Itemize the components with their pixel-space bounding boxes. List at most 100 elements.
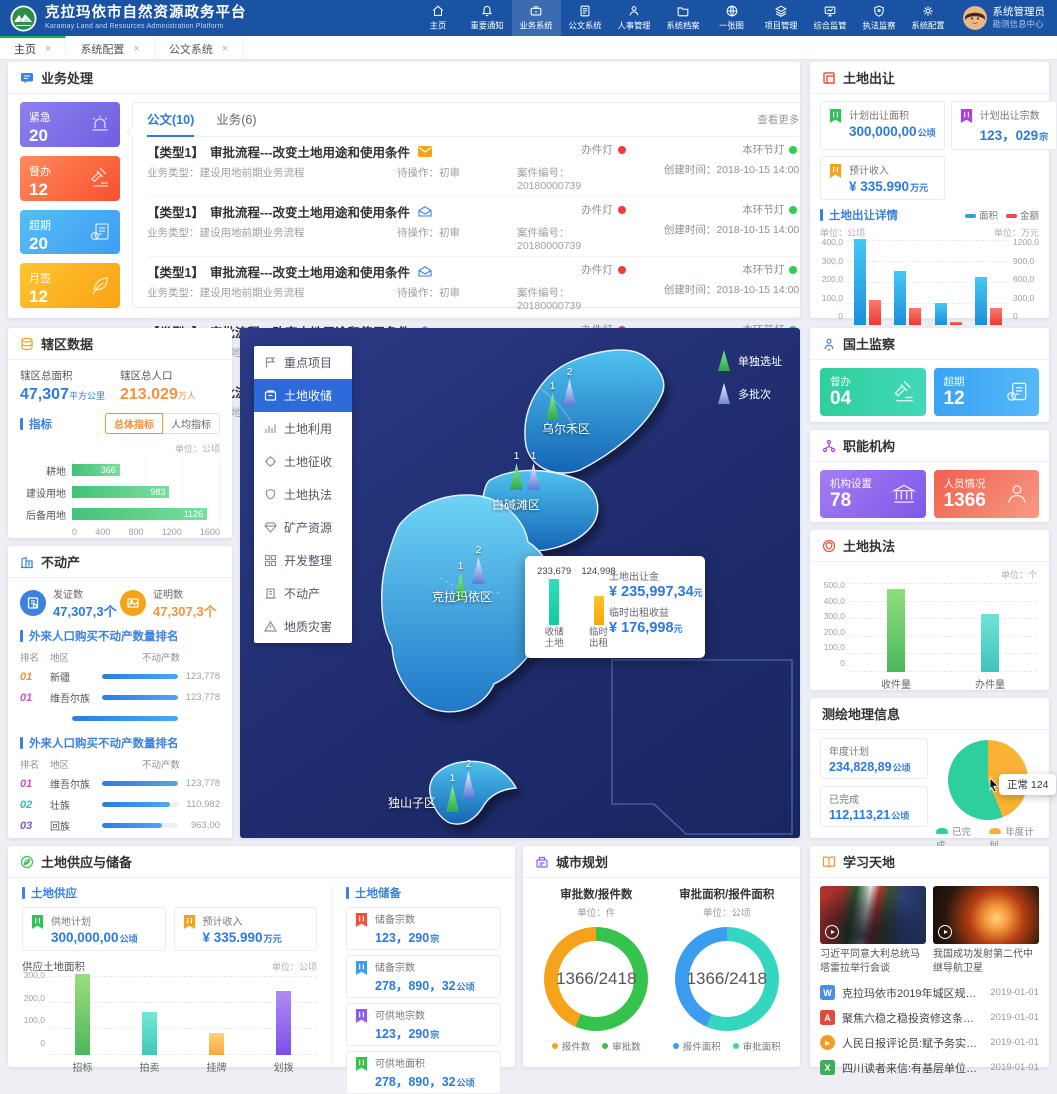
supply-title: 土地供应 (22, 885, 317, 901)
menu-land-storage[interactable]: 土地收储 (254, 379, 352, 412)
nav-supervision[interactable]: 综合监管 (806, 0, 855, 36)
tab-yewu[interactable]: 业务(6) (216, 103, 256, 137)
business-item[interactable]: 【类型1】 审批流程---改变土地用途和使用条件 业务类型：建设用地前期业务流程… (147, 197, 799, 257)
layers-icon (774, 4, 788, 18)
tab-home[interactable]: 主页 × (0, 36, 66, 59)
label-wuerhe[interactable]: 乌尔禾区 (542, 420, 590, 437)
file-type-icon: ▶ (820, 1035, 835, 1050)
menu-geological-hazard[interactable]: 地质灾害 (254, 610, 352, 643)
business-item[interactable]: 【类型1】 审批流程---改变土地用途和使用条件 业务类型：建设用地前期业务流程… (147, 137, 799, 197)
close-icon[interactable]: × (133, 43, 139, 55)
label-dushanzi[interactable]: 独山子区 (388, 794, 436, 811)
tile-org-setup[interactable]: 机构设置 78 (820, 470, 926, 518)
legend-shenpi-swatch (602, 1043, 608, 1049)
article-row[interactable]: ▶ 人民日报评论员:赋予务实合作新的... 2019-01-01 (820, 1030, 1039, 1055)
tile-chaoqi[interactable]: 超期 12 (934, 368, 1040, 416)
marker-wuerhe-single[interactable]: 1 (546, 380, 559, 420)
article-row[interactable]: A 聚焦六稳之稳投资修这条路钱花得值 2019-01-01 (820, 1005, 1039, 1030)
rental-income-label: 临时出租收益 (609, 604, 703, 619)
item-created: 创建时间：2018-10-15 14:00 (581, 222, 799, 237)
tile-urgent[interactable]: 紧急 20 (20, 102, 120, 147)
marker-baijiantan-multi[interactable]: 1 (527, 450, 540, 490)
article-date: 2019-01-01 (990, 1012, 1039, 1023)
ranking-row: 02 壮族 110,982 (20, 794, 220, 815)
video-item-meeting[interactable]: 习近平同意大利总统马塔雷拉举行会谈 (820, 886, 926, 975)
ribbon-icon (355, 960, 368, 976)
item-type: 【类型1】 (147, 142, 204, 161)
app-title: 克拉玛依市自然资源政务平台 (45, 6, 247, 22)
donut-approvals: 审批数/报件数 单位：件 1366/2418 报件数 审批数 (531, 884, 662, 1053)
flag-icon (264, 356, 277, 369)
menu-land-acquisition[interactable]: 土地征收 (254, 445, 352, 478)
panel-title: 城市规划 (556, 852, 608, 871)
menu-land-use[interactable]: 土地利用 (254, 412, 352, 445)
toggle-per-capita[interactable]: 人均指标 (163, 413, 220, 434)
folder-icon (676, 4, 690, 18)
marker-kelamayi-multi[interactable]: 2 (472, 544, 485, 584)
bar-jianshe: 983 (72, 486, 169, 498)
business-item[interactable]: 【类型1】 审批流程---改变土地用途和使用条件 业务类型：建设用地前期业务流程… (147, 257, 799, 317)
nav-projects[interactable]: 项目管理 (757, 0, 806, 36)
ranking-row: 01 维吾尔族 123,778 (20, 687, 220, 708)
nav-archives[interactable]: 系统档案 (659, 0, 708, 36)
close-icon[interactable]: × (45, 43, 51, 55)
tile-personnel[interactable]: 人员情况 1366 (934, 470, 1040, 518)
tile-overdue[interactable]: 超期 20 (20, 210, 120, 255)
play-icon (825, 925, 839, 939)
nav-home[interactable]: 主页 (414, 0, 463, 36)
menu-development[interactable]: 开发整理 (254, 544, 352, 577)
menu-mineral-resources[interactable]: 矿产资源 (254, 511, 352, 544)
overdue-doc-icon (1004, 379, 1030, 405)
menu-key-projects[interactable]: 重点项目 (254, 346, 352, 379)
nav-law-enforcement[interactable]: 执法监察 (855, 0, 904, 36)
nav-business-system[interactable]: 业务系统 (512, 0, 561, 36)
item-case-no: 案件编号：20180000739 (517, 225, 581, 252)
tab-document-system[interactable]: 公文系统 × (155, 36, 243, 59)
red-status-dot (618, 146, 626, 154)
marker-dushanzi-single[interactable]: 1 (446, 772, 459, 812)
menu-real-estate[interactable]: 不动产 (254, 577, 352, 610)
rank-number: 01 (20, 671, 50, 683)
planning-icon (535, 855, 549, 869)
areas-donut-chart: 1366/2418 (675, 927, 779, 1031)
detail-title: 土地出让详情 (820, 207, 898, 223)
tile-monthly-sign[interactable]: 月签 12 (20, 263, 120, 308)
panel-business-header: 业务处理 (8, 62, 800, 94)
nav-notices[interactable]: 重要通知 (463, 0, 512, 36)
business-list: 公文(10) 业务(6) 查看更多 【类型1】 审批流程---改变土地用途和使用… (132, 102, 814, 308)
tab-gongwen[interactable]: 公文(10) (147, 103, 194, 137)
nav-hr[interactable]: 人事管理 (610, 0, 659, 36)
bell-icon (480, 4, 494, 18)
article-row[interactable]: W 克拉玛依市2019年城区规划文件 2019-01-01 (820, 980, 1039, 1005)
tile-supervise[interactable]: 督办 12 (20, 156, 120, 201)
app-header: 克拉玛依市自然资源政务平台 Karamay Land and Resources… (0, 0, 1057, 36)
close-icon[interactable]: × (222, 43, 228, 55)
grid-icon (264, 554, 277, 567)
panel-title: 土地执法 (843, 536, 895, 555)
tile-duban[interactable]: 督办 04 (820, 368, 926, 416)
video-item-launch[interactable]: 我国成功发射第二代中继导航卫星 (933, 886, 1039, 975)
ranking-bar (102, 823, 162, 828)
nav-document-system[interactable]: 公文系统 (561, 0, 610, 36)
video-thumbnail[interactable] (933, 886, 1039, 944)
video-thumbnail[interactable] (820, 886, 926, 944)
label-baijiantan[interactable]: 白碱滩区 (492, 496, 540, 513)
panel-realestate: 不动产 发证数 47,307,3个 证明数 47,307,3个 (8, 546, 232, 838)
menu-land-enforcement[interactable]: 土地执法 (254, 478, 352, 511)
toggle-overall[interactable]: 总体指标 (105, 413, 163, 434)
user-menu[interactable]: 系统管理员 勘测信息中心 (953, 6, 1057, 31)
tab-system-config[interactable]: 系统配置 × (66, 36, 154, 59)
marker-baijiantan-single[interactable]: 1 (510, 450, 523, 490)
x-axis-labels: 收件量办件量 (849, 676, 1037, 691)
marker-dushanzi-multi[interactable]: 2 (462, 758, 475, 798)
panel-learning: 学习天地 习近平同意大利总统马塔雷拉举行会谈 我国成功发射第二代中继导航卫星 W… (810, 846, 1049, 1067)
district-stats: 辖区总面积 47,307平方公里 辖区总人口 213.029万人 (20, 368, 220, 404)
nav-settings[interactable]: 系统配置 (904, 0, 953, 36)
article-row[interactable]: X 四川读者来信:有基层单位换衣服拍... 2019-01-01 (820, 1055, 1039, 1080)
legend-plan-swatch (989, 828, 1001, 834)
label-kelamayi[interactable]: 克拉玛依区 (432, 588, 492, 605)
stat-box: 计划出让宗数 123，029宗 (951, 101, 1057, 150)
nav-one-map[interactable]: 一张图 (708, 0, 757, 36)
section-title: 外来人口购买不动产数量排名 (20, 628, 220, 644)
view-more-link[interactable]: 查看更多 (757, 112, 799, 127)
